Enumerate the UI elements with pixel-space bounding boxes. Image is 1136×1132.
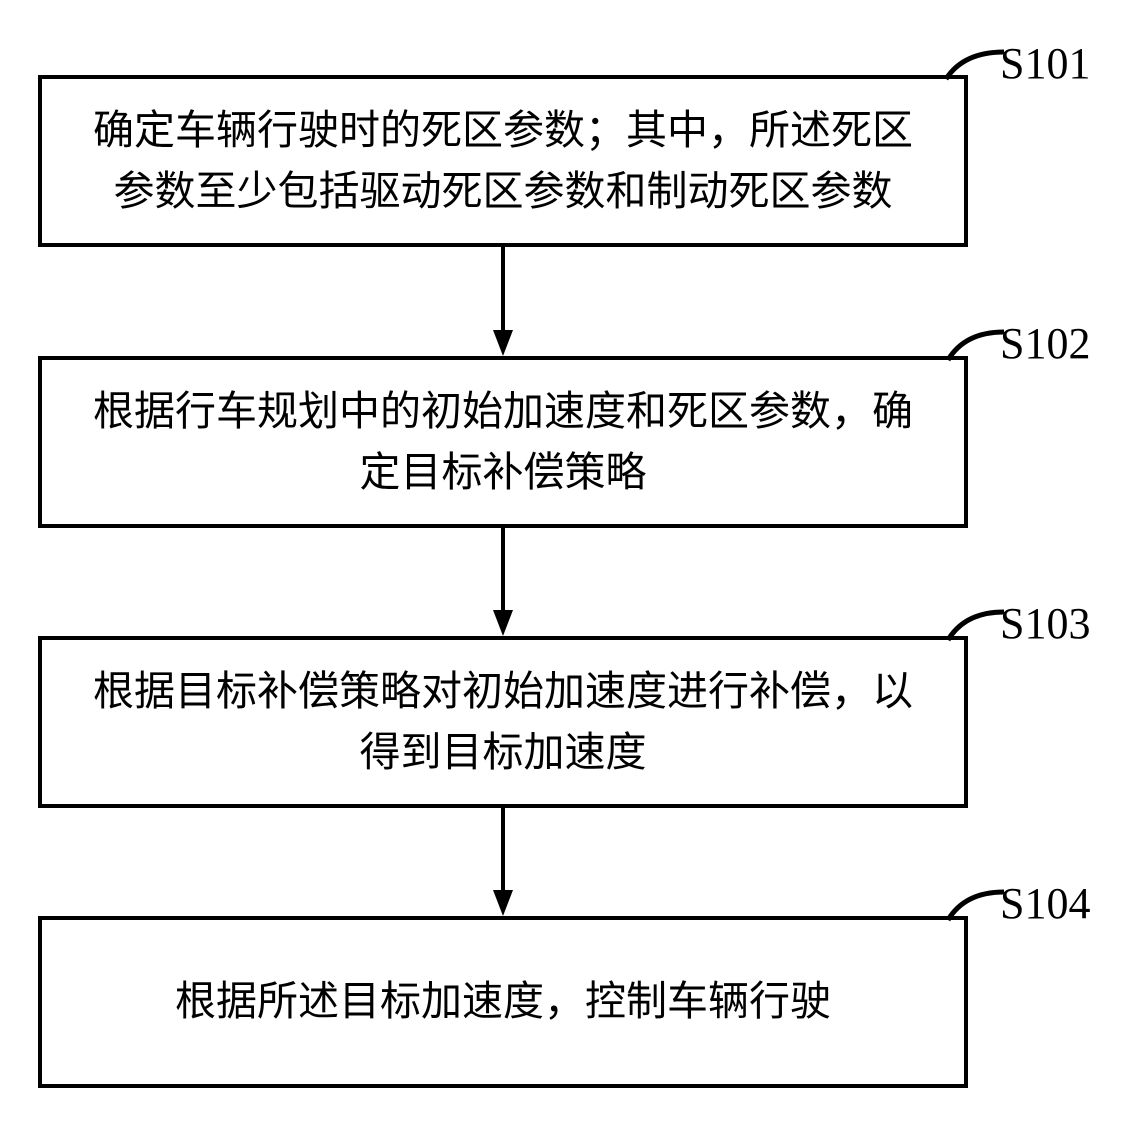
arrow-s103-s104	[0, 0, 1136, 1132]
flowchart-canvas: 确定车辆行驶时的死区参数；其中，所述死区 参数至少包括驱动死区参数和制动死区参数…	[0, 0, 1136, 1132]
